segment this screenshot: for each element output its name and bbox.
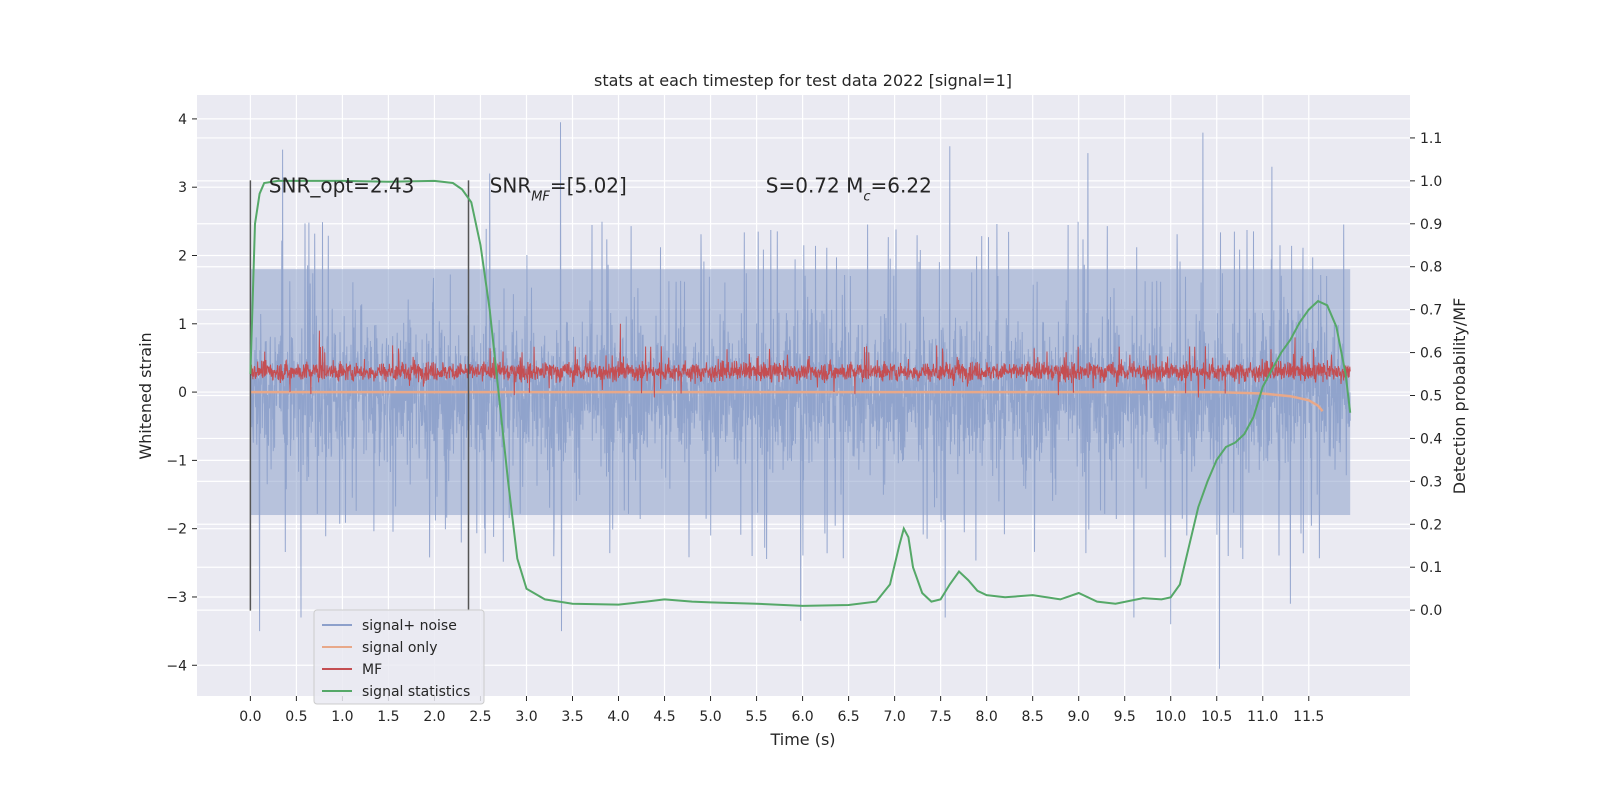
x-tick-label: 11.5 bbox=[1293, 709, 1324, 725]
annotation-text: SNRMF=[5.02] bbox=[490, 173, 627, 204]
x-tick-label: 8.5 bbox=[1022, 709, 1044, 725]
y-right-tick-label: 0.7 bbox=[1420, 303, 1442, 319]
x-tick-label: 4.0 bbox=[607, 709, 629, 725]
legend-label-mf: MF bbox=[362, 662, 382, 678]
x-tick-label: 3.5 bbox=[561, 709, 583, 725]
x-tick-label: 3.0 bbox=[515, 709, 537, 725]
y-tick-label: 0 bbox=[178, 385, 187, 401]
y-right-tick-label: 0.3 bbox=[1420, 474, 1442, 490]
y-right-tick-label: 0.1 bbox=[1420, 560, 1442, 576]
x-tick-label: 6.0 bbox=[791, 709, 813, 725]
signal-statistics-line bbox=[249, 179, 1352, 607]
annotation-text: S=0.72 Mc=6.22 bbox=[766, 173, 932, 204]
x-tick-label: 7.5 bbox=[929, 709, 951, 725]
signal-only-series bbox=[250, 390, 1324, 413]
y-right-tick-label: 0.6 bbox=[1420, 346, 1442, 362]
x-tick-label: 2.5 bbox=[469, 709, 491, 725]
series-line bbox=[249, 323, 1351, 398]
y-tick-label: 1 bbox=[178, 317, 187, 333]
x-tick-label: 0.5 bbox=[285, 709, 307, 725]
y-right-tick-label: 0.5 bbox=[1420, 389, 1442, 405]
x-tick-label: 1.0 bbox=[331, 709, 353, 725]
legend-box bbox=[313, 609, 485, 705]
x-tick-label: 6.5 bbox=[837, 709, 859, 725]
y-tick-label: −3 bbox=[166, 590, 187, 606]
x-tick-label: 2.0 bbox=[423, 709, 445, 725]
vertical-markers bbox=[249, 180, 470, 611]
y-tick-label: −1 bbox=[166, 453, 187, 469]
y-right-tick-label: 1.0 bbox=[1420, 174, 1442, 190]
y-left-ticks: −4 −3 −2 −1 0 1 2 3 4 bbox=[166, 112, 197, 674]
y-right-tick-label: 0.4 bbox=[1420, 431, 1442, 447]
x-tick-label: 10.5 bbox=[1201, 709, 1232, 725]
y-tick-label: 2 bbox=[178, 248, 187, 264]
mf-series bbox=[249, 323, 1351, 398]
x-tick-label: 7.0 bbox=[883, 709, 905, 725]
x-tick-label: 10.0 bbox=[1155, 709, 1186, 725]
legend-label-signal-noise: signal+ noise bbox=[362, 618, 457, 634]
x-tick-label: 1.5 bbox=[377, 709, 399, 725]
x-tick-label: 11.0 bbox=[1247, 709, 1278, 725]
y-axis-label-left: Whitened strain bbox=[136, 332, 155, 459]
y-right-tick-label: 0.9 bbox=[1420, 217, 1442, 233]
y-right-tick-label: 1.1 bbox=[1420, 131, 1442, 147]
y-tick-label: −4 bbox=[166, 658, 187, 674]
signal-statistics-series bbox=[249, 179, 1352, 607]
y-right-tick-label: 0.8 bbox=[1420, 260, 1442, 276]
signal-only-line bbox=[250, 390, 1324, 413]
chart-title: stats at each timestep for test data 202… bbox=[594, 71, 1012, 90]
y-tick-label: 3 bbox=[178, 180, 187, 196]
y-right-tick-label: 0.2 bbox=[1420, 517, 1442, 533]
annotation-text: SNR_opt=2.43 bbox=[269, 173, 415, 197]
x-ticks: 0.0 0.5 1.0 1.5 2.0 2.5 3.0 3.5 4.0 4.5 5.0 5.5 6.0 6… bbox=[239, 696, 1324, 725]
legend-label-signal-statistics: signal statistics bbox=[362, 684, 470, 700]
x-tick-label: 5.5 bbox=[745, 709, 767, 725]
x-tick-label: 9.0 bbox=[1068, 709, 1090, 725]
x-tick-label: 0.0 bbox=[239, 709, 261, 725]
y-axis-label-right: Detection probability/MF bbox=[1450, 298, 1469, 495]
x-axis-label: Time (s) bbox=[769, 730, 835, 749]
x-tick-label: 5.0 bbox=[699, 709, 721, 725]
y-tick-label: 4 bbox=[178, 112, 187, 128]
legend-label-signal-only: signal only bbox=[362, 640, 437, 656]
x-tick-label: 4.5 bbox=[653, 709, 675, 725]
x-tick-label: 8.0 bbox=[976, 709, 998, 725]
x-tick-label: 9.5 bbox=[1114, 709, 1136, 725]
legend: signal+ noise signal only MF signal stat… bbox=[313, 609, 485, 705]
annotations: SNR_opt=2.43 SNRMF=[5.02] S=0.72 Mc=6.22 bbox=[269, 173, 932, 204]
y-right-ticks: 0.0 0.1 0.2 0.3 0.4 0.5 0.6 0.7 0.8 0.9 1.0 1.1 bbox=[1410, 131, 1442, 619]
y-right-tick-label: 0.0 bbox=[1420, 603, 1442, 619]
y-tick-label: −2 bbox=[166, 522, 187, 538]
